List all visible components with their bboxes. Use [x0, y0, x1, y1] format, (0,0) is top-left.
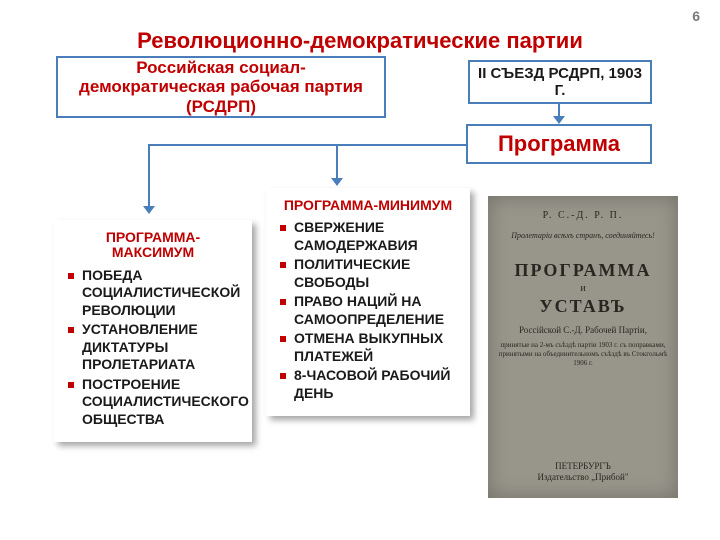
- box-rsdrp: Российская социал-демократическая рабоча…: [56, 56, 386, 118]
- book-cover-image: Р. С.-Д. Р. П. Пролетаріи всѣхъ странъ, …: [488, 196, 678, 498]
- slide-title: Революционно-демократические партии: [0, 28, 720, 54]
- list-item: СВЕРЖЕНИЕ САМОДЕРЖАВИЯ: [280, 219, 456, 254]
- list-item: УСТАНОВЛЕНИЕ ДИКТАТУРЫ ПРОЛЕТАРИАТА: [68, 321, 238, 374]
- box-program: Программа: [466, 124, 652, 164]
- card-program-maximum: ПРОГРАММА-МАКСИМУМ ПОБЕДА СОЦИАЛИСТИЧЕСК…: [54, 220, 252, 442]
- book-bottom: ПЕТЕРБУРГЪ Издательство „Прибой": [488, 461, 678, 484]
- book-subtitle: Россійской С.-Д. Рабочей Партіи,: [498, 325, 668, 337]
- list-item: ПОЛИТИЧЕСКИЕ СВОБОДЫ: [280, 256, 456, 291]
- book-adopted: принятые на 2-мъ съѣздѣ партіи 1903 г. с…: [498, 341, 668, 368]
- box-congress-text: II СЪЕЗД РСДРП, 1903 Г.: [478, 65, 642, 100]
- list-item: ОТМЕНА ВЫКУПНЫХ ПЛАТЕЖЕЙ: [280, 330, 456, 365]
- book-title2: УСТАВЪ: [498, 296, 668, 317]
- list-item: ПОБЕДА СОЦИАЛИСТИЧЕСКОЙ РЕВОЛЮЦИИ: [68, 267, 238, 320]
- box-congress: II СЪЕЗД РСДРП, 1903 Г.: [468, 60, 652, 104]
- card-max-list: ПОБЕДА СОЦИАЛИСТИЧЕСКОЙ РЕВОЛЮЦИИ УСТАНО…: [68, 267, 238, 429]
- book-motto: Пролетаріи всѣхъ странъ, соединяйтесь!: [498, 231, 668, 240]
- box-rsdrp-text: Российская социал-демократическая рабоча…: [66, 58, 376, 117]
- book-conj: и: [498, 283, 668, 294]
- connector-horizontal: [148, 144, 466, 146]
- book-title1: ПРОГРАММА: [498, 260, 668, 281]
- page-number: 6: [692, 8, 700, 24]
- card-program-minimum: ПРОГРАММА-МИНИМУМ СВЕРЖЕНИЕ САМОДЕРЖАВИЯ…: [266, 188, 470, 416]
- list-item: ПРАВО НАЦИЙ НА САМООПРЕДЕЛЕНИЕ: [280, 293, 456, 328]
- box-program-text: Программа: [498, 131, 620, 157]
- book-header: Р. С.-Д. Р. П.: [498, 210, 668, 221]
- book-city: ПЕТЕРБУРГЪ: [488, 461, 678, 473]
- list-item: 8-ЧАСОВОЙ РАБОЧИЙ ДЕНЬ: [280, 367, 456, 402]
- card-max-title: ПРОГРАММА-МАКСИМУМ: [68, 230, 238, 261]
- card-min-title: ПРОГРАММА-МИНИМУМ: [280, 198, 456, 213]
- list-item: ПОСТРОЕНИЕ СОЦИАЛИСТИЧЕСКОГО ОБЩЕСТВА: [68, 376, 238, 429]
- connector-to-max: [148, 144, 150, 208]
- book-publisher: Издательство „Прибой": [488, 472, 678, 484]
- arrow-congress-to-program: [558, 104, 560, 118]
- card-min-list: СВЕРЖЕНИЕ САМОДЕРЖАВИЯ ПОЛИТИЧЕСКИЕ СВОБ…: [280, 219, 456, 402]
- connector-to-min: [336, 144, 338, 180]
